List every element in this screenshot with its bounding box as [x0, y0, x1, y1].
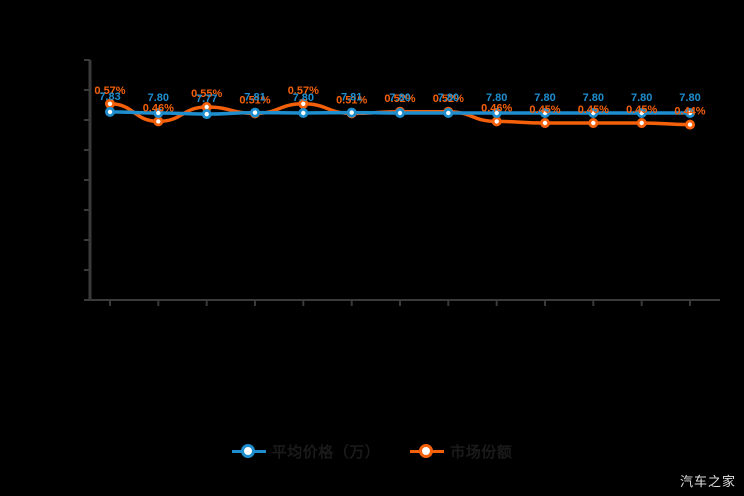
legend-label-share: 市场份额 [450, 443, 513, 461]
legend-item-price[interactable]: 平均价格（万） [231, 441, 381, 462]
legend-item-share[interactable]: 市场份额 [410, 441, 512, 462]
svg-text:7.80: 7.80 [534, 92, 555, 104]
svg-text:0.52%: 0.52% [384, 93, 415, 105]
svg-text:7.83: 7.83 [99, 91, 120, 103]
site-watermark: 汽车之家 [679, 474, 736, 489]
svg-text:7.81: 7.81 [244, 92, 265, 104]
svg-text:0.46%: 0.46% [481, 102, 512, 114]
svg-text:7.80: 7.80 [389, 92, 410, 104]
y-axis-ticks [84, 59, 90, 301]
legend-label-price: 平均价格（万） [271, 443, 381, 461]
svg-text:7.80: 7.80 [631, 92, 652, 104]
svg-text:0.46%: 0.46% [143, 102, 174, 114]
svg-text:7.77: 7.77 [196, 93, 217, 105]
series-labels-share: 0.57% 0.46% 0.55% 0.51% 0.57% 0.51% 0.52% 0.52%… [94, 85, 705, 118]
svg-text:7.80: 7.80 [148, 92, 169, 104]
circle-ring-icon-share [410, 443, 445, 459]
series-markers-price [105, 106, 695, 120]
svg-text:0.52%: 0.52% [433, 93, 464, 105]
svg-text:0.45%: 0.45% [529, 104, 560, 116]
circle-ring-icon-price [231, 443, 266, 459]
svg-text:0.57%: 0.57% [288, 85, 319, 97]
chart-legend: 平均价格（万） 市场份额 [0, 436, 744, 466]
svg-text:0.45%: 0.45% [578, 104, 609, 116]
svg-text:7.80: 7.80 [679, 92, 700, 104]
svg-text:0.51%: 0.51% [336, 94, 367, 106]
svg-text:0.57%: 0.57% [94, 85, 125, 97]
svg-text:7.80: 7.80 [583, 92, 604, 104]
svg-text:0.51%: 0.51% [239, 94, 270, 106]
svg-text:7.80: 7.80 [293, 92, 314, 104]
svg-text:7.80: 7.80 [438, 92, 459, 104]
svg-text:0.45%: 0.45% [626, 104, 657, 116]
svg-text:7.81: 7.81 [341, 92, 362, 104]
svg-text:7.80: 7.80 [486, 92, 507, 104]
svg-text:0.44%: 0.44% [674, 106, 705, 118]
x-axis-ticks [109, 300, 691, 306]
svg-text:0.55%: 0.55% [191, 88, 222, 100]
series-labels-price: 7.83 7.80 7.77 7.81 7.80 7.81 7.80 7.80 7.80 7.80… [99, 91, 700, 105]
